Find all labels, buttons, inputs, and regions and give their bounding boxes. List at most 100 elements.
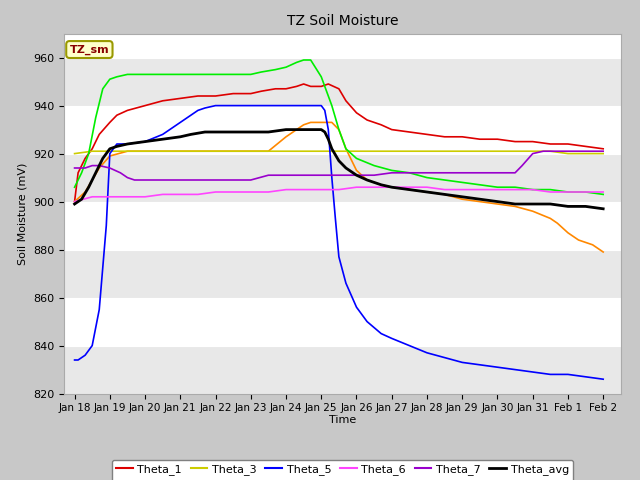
Theta_2 <box>342 146 350 152</box>
Theta_6 <box>353 184 360 190</box>
Theta_1 <box>476 136 484 142</box>
Theta_7 <box>116 170 124 176</box>
Theta_3 <box>476 148 484 154</box>
Theta_avg <box>113 144 121 149</box>
Theta_6 <box>88 194 96 200</box>
Theta_2 <box>554 220 561 226</box>
Theta_1 <box>74 170 82 176</box>
Theta_2 <box>71 199 79 204</box>
Theta_4 <box>406 170 413 176</box>
Theta_5 <box>166 127 173 132</box>
Theta_4 <box>85 151 93 156</box>
Theta_5 <box>141 139 149 144</box>
Theta_2 <box>564 230 572 236</box>
Theta_6 <box>458 187 466 192</box>
Theta_7 <box>106 165 114 171</box>
Theta_4 <box>177 72 184 77</box>
Theta_1 <box>599 146 607 152</box>
Theta_7 <box>300 172 307 178</box>
Theta_6 <box>106 194 114 200</box>
Theta_avg <box>264 129 272 135</box>
Theta_3 <box>300 148 307 154</box>
Theta_4 <box>441 177 449 183</box>
X-axis label: Time: Time <box>329 415 356 425</box>
Theta_1 <box>307 84 314 89</box>
Theta_4 <box>71 184 79 190</box>
Theta_6 <box>282 187 290 192</box>
Theta_6 <box>599 189 607 195</box>
Theta_4 <box>271 67 279 72</box>
Theta_5 <box>493 364 501 370</box>
Theta_avg <box>388 184 396 190</box>
Theta_avg <box>159 136 166 142</box>
Theta_2 <box>328 120 335 125</box>
Theta_3 <box>282 148 290 154</box>
Theta_4 <box>547 187 554 192</box>
Theta_3 <box>247 148 255 154</box>
Theta_3 <box>106 148 114 154</box>
Theta_1 <box>247 91 255 96</box>
Theta_6 <box>177 192 184 197</box>
Theta_7 <box>423 170 431 176</box>
Theta_avg <box>92 170 100 176</box>
Theta_6 <box>212 189 220 195</box>
Theta_1 <box>88 146 96 152</box>
Theta_3 <box>493 148 501 154</box>
Theta_1 <box>282 86 290 92</box>
Theta_1 <box>511 139 519 144</box>
Theta_3 <box>406 148 413 154</box>
Theta_5 <box>300 103 307 108</box>
Theta_3 <box>335 148 342 154</box>
Theta_avg <box>85 184 93 190</box>
Theta_5 <box>81 352 89 358</box>
Theta_avg <box>247 129 255 135</box>
Theta_3 <box>88 148 96 154</box>
Theta_7 <box>247 177 255 183</box>
Theta_3 <box>317 148 325 154</box>
Theta_3 <box>441 148 449 154</box>
Theta_4 <box>113 74 121 80</box>
Theta_4 <box>124 72 131 77</box>
Theta_2 <box>194 148 202 154</box>
Theta_1 <box>529 139 536 144</box>
Theta_2 <box>335 127 342 132</box>
Theta_2 <box>511 204 519 209</box>
Theta_3 <box>264 148 272 154</box>
Theta_7 <box>476 170 484 176</box>
Theta_2 <box>476 199 484 204</box>
Theta_7 <box>599 148 607 154</box>
Theta_6 <box>264 189 272 195</box>
Theta_4 <box>353 156 360 161</box>
Theta_7 <box>177 177 184 183</box>
Theta_6 <box>511 187 519 192</box>
Theta_4 <box>282 64 290 70</box>
Theta_6 <box>229 189 237 195</box>
Bar <box>64 154 621 202</box>
Theta_1 <box>582 144 589 149</box>
Theta_avg <box>201 129 209 135</box>
Theta_avg <box>353 172 360 178</box>
Theta_7 <box>124 175 131 180</box>
Theta_2 <box>378 182 385 188</box>
Theta_6 <box>371 184 378 190</box>
Theta_2 <box>264 148 272 154</box>
Theta_2 <box>177 148 184 154</box>
Theta_6 <box>335 187 342 192</box>
Theta_avg <box>187 132 195 137</box>
Theta_7 <box>95 163 103 168</box>
Theta_2 <box>589 242 596 248</box>
Theta_avg <box>441 192 449 197</box>
Theta_avg <box>476 196 484 202</box>
Theta_1 <box>423 132 431 137</box>
Theta_3 <box>353 148 360 154</box>
Theta_1 <box>493 136 501 142</box>
Theta_5 <box>321 108 328 113</box>
Theta_avg <box>324 136 332 142</box>
Theta_2 <box>81 189 89 195</box>
Theta_4 <box>476 182 484 188</box>
Theta_6 <box>388 184 396 190</box>
Theta_4 <box>92 115 100 120</box>
Bar <box>64 106 621 154</box>
Theta_5 <box>599 376 607 382</box>
Theta_5 <box>95 307 103 312</box>
